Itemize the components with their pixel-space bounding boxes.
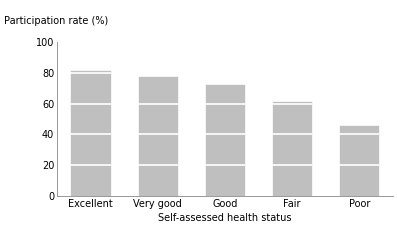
Text: Participation rate (%): Participation rate (%) [4,15,108,25]
Bar [339,125,380,196]
Bar [272,101,312,196]
Bar [137,76,178,196]
X-axis label: Self-assessed health status: Self-assessed health status [158,213,292,223]
Bar [205,84,245,196]
Bar [70,70,111,196]
